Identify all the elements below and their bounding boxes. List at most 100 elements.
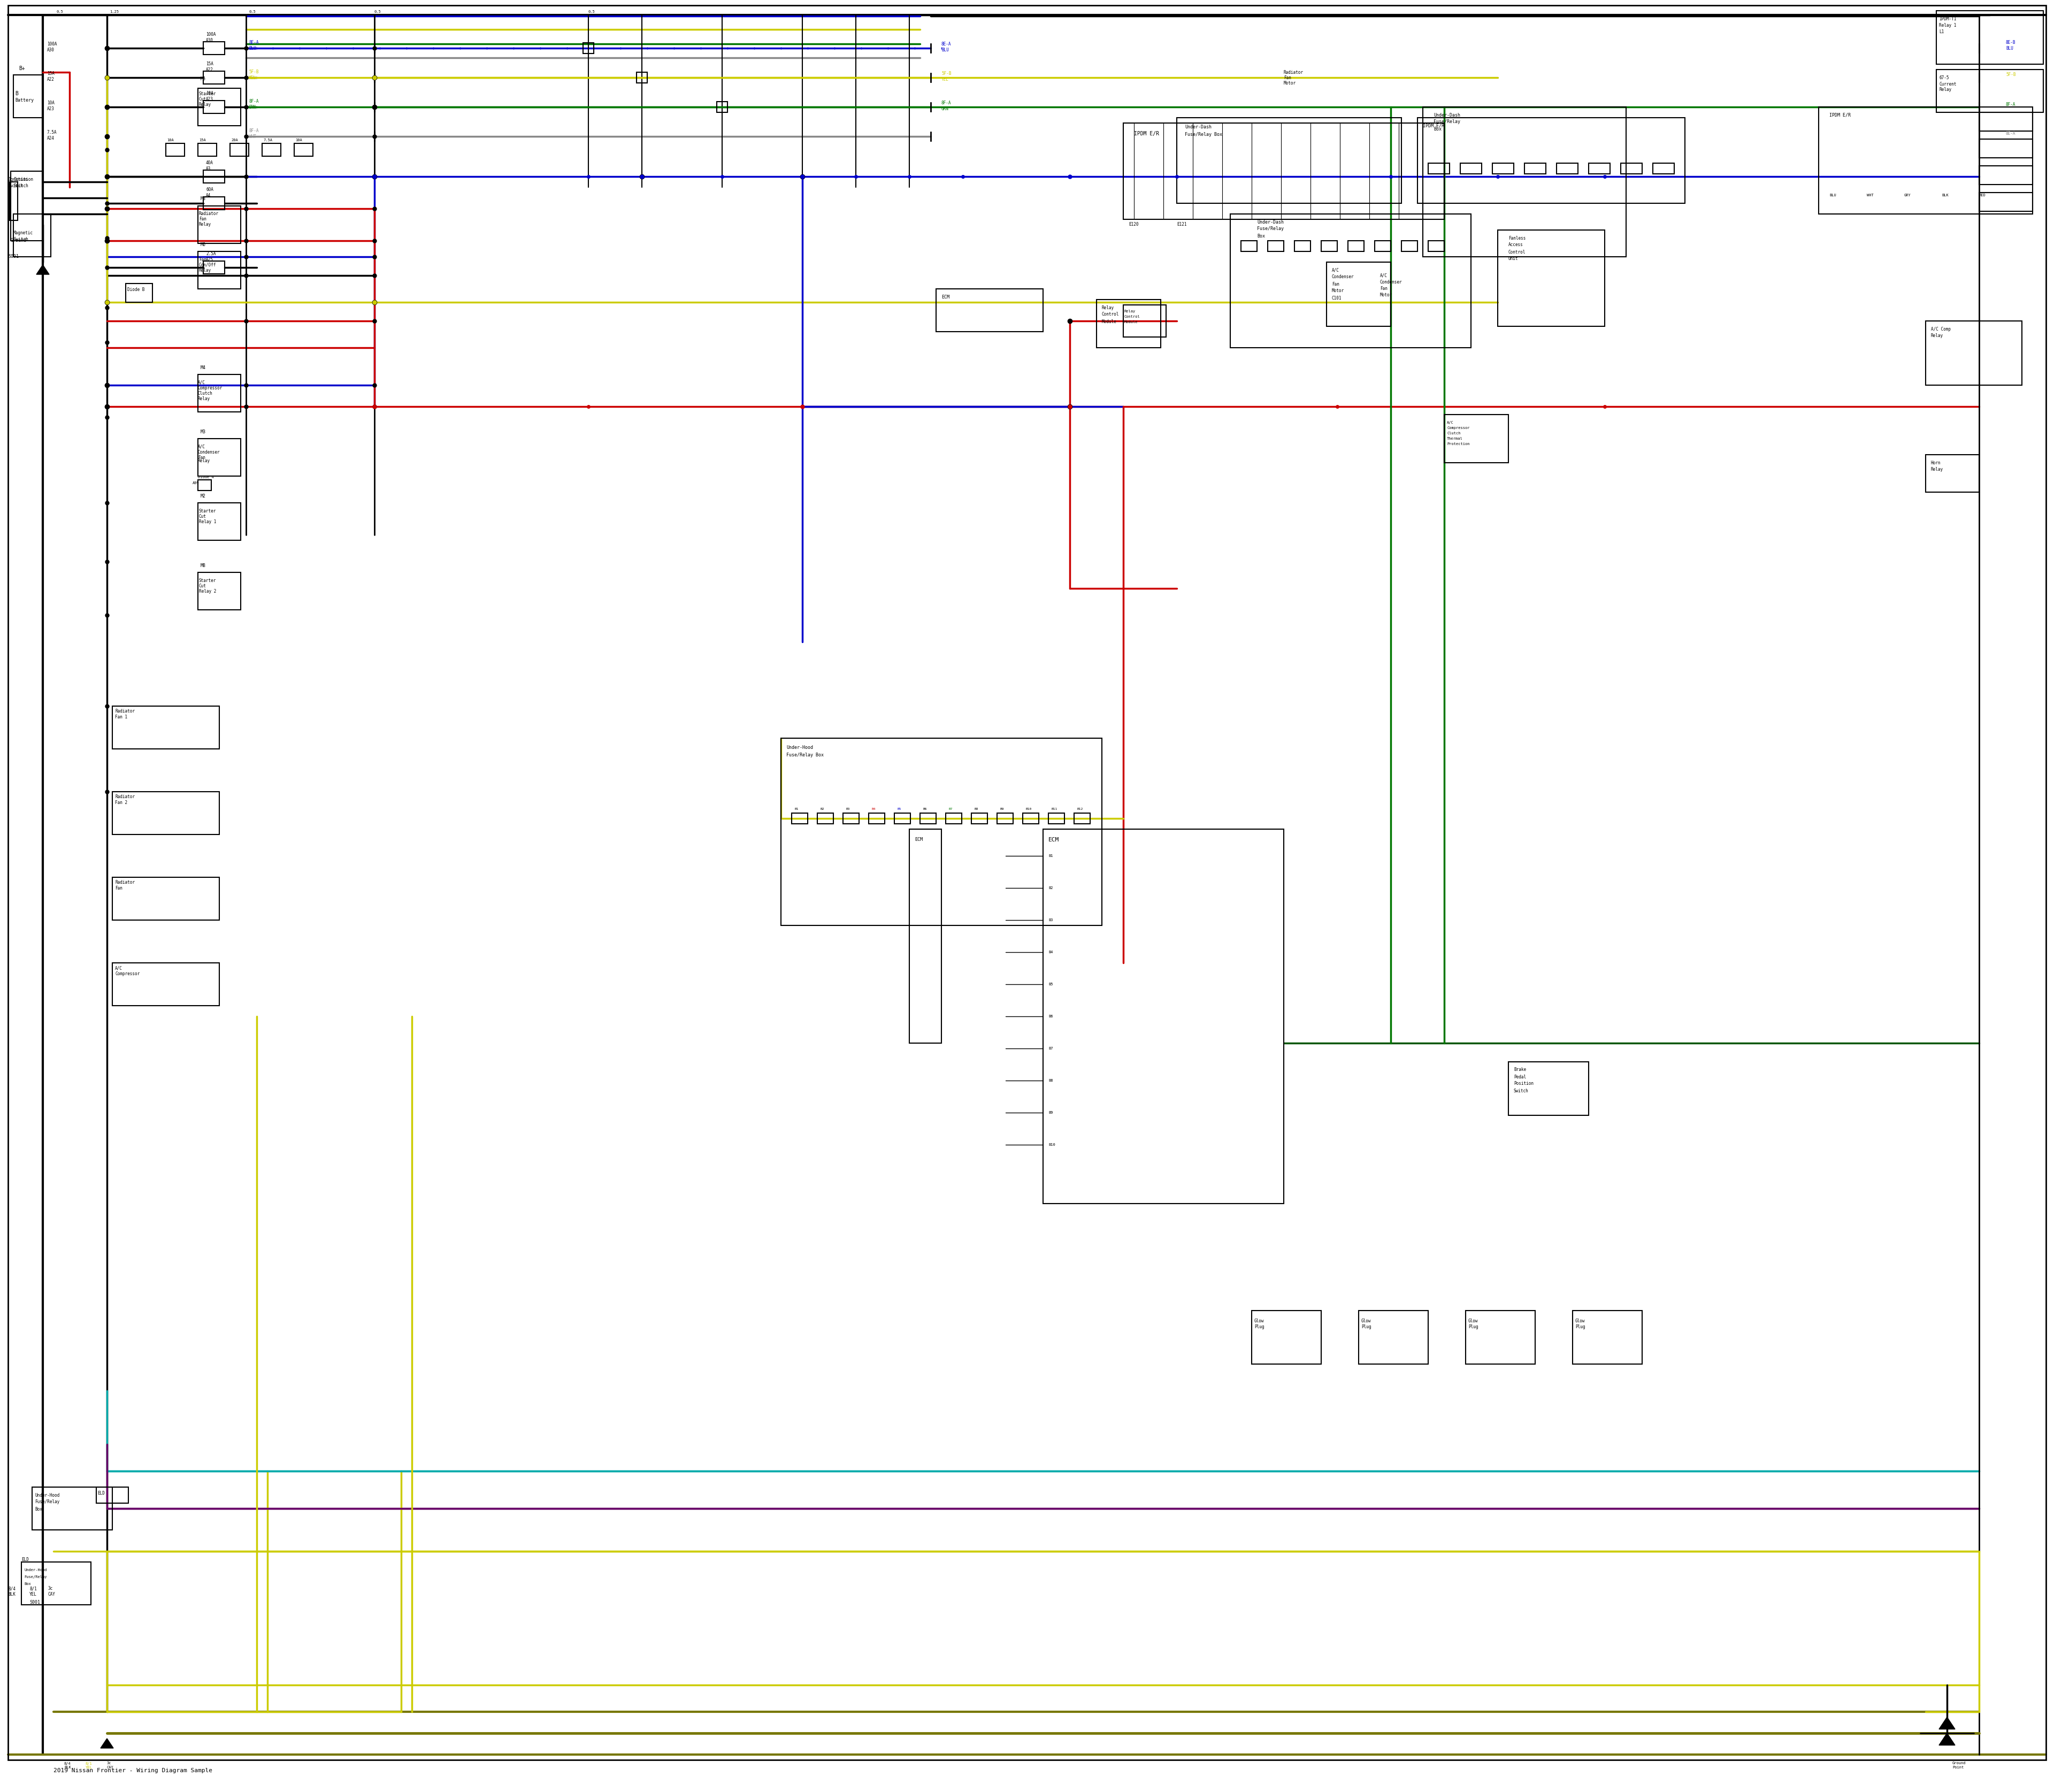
Text: Radiator: Radiator xyxy=(199,211,220,217)
Text: 20A: 20A xyxy=(230,138,238,142)
Text: 5F-B
YEL: 5F-B YEL xyxy=(249,70,259,81)
Text: 0.5: 0.5 xyxy=(374,11,382,13)
Text: B2: B2 xyxy=(820,808,824,810)
Bar xyxy=(203,197,224,210)
Bar xyxy=(1653,163,1674,174)
Bar xyxy=(97,1487,127,1503)
Text: 8E-B
BLU: 8E-B BLU xyxy=(2007,39,2015,50)
Text: A/C: A/C xyxy=(1380,272,1386,278)
Text: 7.5A
A24: 7.5A A24 xyxy=(47,131,58,140)
Text: Cut: Cut xyxy=(199,97,205,102)
Bar xyxy=(1230,213,1471,348)
Bar xyxy=(1508,1063,1588,1115)
Text: Brake: Brake xyxy=(1514,1068,1526,1072)
Text: E120: E120 xyxy=(1128,222,1138,228)
Polygon shape xyxy=(101,1738,113,1749)
Text: Box: Box xyxy=(1434,127,1442,131)
Bar xyxy=(1327,262,1391,326)
Text: Box: Box xyxy=(25,1582,31,1586)
Text: B5: B5 xyxy=(898,808,902,810)
Text: Cut: Cut xyxy=(199,584,205,588)
Bar xyxy=(113,878,220,919)
Bar xyxy=(920,814,937,824)
Text: 10A
A23: 10A A23 xyxy=(47,100,55,111)
Bar xyxy=(10,181,18,220)
Text: 7.5A: 7.5A xyxy=(263,138,273,142)
Text: Starter: Starter xyxy=(199,509,216,513)
Text: Glow
Plug: Glow Plug xyxy=(1575,1319,1586,1330)
Text: Radiator
Fan 2: Radiator Fan 2 xyxy=(115,794,136,805)
Text: ECM: ECM xyxy=(1048,837,1060,842)
Text: Relay 1: Relay 1 xyxy=(1939,23,1955,29)
Bar xyxy=(1423,108,1627,256)
Text: B10: B10 xyxy=(1048,1143,1056,1147)
Text: Relay: Relay xyxy=(1124,310,1136,314)
Bar xyxy=(1980,140,2033,158)
Bar xyxy=(1428,240,1444,251)
Text: 10A
A23: 10A A23 xyxy=(205,91,214,102)
Bar xyxy=(197,143,216,156)
Text: Fuse/Relay Box: Fuse/Relay Box xyxy=(1185,133,1222,138)
Text: Motor: Motor xyxy=(1380,292,1393,297)
Bar xyxy=(113,792,220,835)
Bar xyxy=(637,72,647,82)
Text: 3c
CAY: 3c CAY xyxy=(47,1586,55,1597)
Text: 67-5: 67-5 xyxy=(1939,75,1949,81)
Text: 8/1
YEL: 8/1 YEL xyxy=(86,1762,92,1769)
Text: Clutch: Clutch xyxy=(197,391,214,396)
Text: Control: Control xyxy=(1124,315,1140,319)
Text: Glow
Plug: Glow Plug xyxy=(1255,1319,1263,1330)
Text: Control: Control xyxy=(1508,249,1526,254)
Text: B2: B2 xyxy=(1048,887,1054,889)
Text: Box: Box xyxy=(35,1507,43,1511)
Bar xyxy=(1347,240,1364,251)
Bar xyxy=(1524,163,1547,174)
Text: Switch: Switch xyxy=(14,237,29,242)
Text: 5F-B: 5F-B xyxy=(2007,72,2015,77)
Bar xyxy=(1251,1310,1321,1364)
Text: A/C Comp: A/C Comp xyxy=(1931,326,1951,332)
Text: 8/4
BLK: 8/4 BLK xyxy=(64,1762,72,1769)
Text: Control: Control xyxy=(1101,312,1119,317)
Text: A/C: A/C xyxy=(1331,267,1339,272)
Text: Under-Hood: Under-Hood xyxy=(35,1493,60,1498)
Text: Diode B: Diode B xyxy=(127,287,144,292)
Text: Ignition: Ignition xyxy=(8,177,29,181)
Bar xyxy=(1267,240,1284,251)
Text: 100A
A30: 100A A30 xyxy=(47,41,58,52)
Text: Switch: Switch xyxy=(14,185,29,188)
Bar xyxy=(1124,305,1167,337)
Text: Fuse/Relay: Fuse/Relay xyxy=(1257,226,1284,231)
Bar xyxy=(197,572,240,609)
Text: A/C: A/C xyxy=(197,444,205,450)
Text: 60A
A4: 60A A4 xyxy=(205,188,214,197)
Text: Compressor: Compressor xyxy=(197,385,222,391)
Bar xyxy=(1467,1310,1534,1364)
Bar xyxy=(203,262,224,274)
Text: B12: B12 xyxy=(1076,808,1082,810)
Text: Radiator: Radiator xyxy=(1284,70,1304,75)
Bar xyxy=(197,439,240,477)
Text: Relay: Relay xyxy=(1101,305,1113,310)
Bar xyxy=(203,100,224,113)
Bar xyxy=(717,102,727,113)
Bar xyxy=(583,43,594,54)
Text: Condenser: Condenser xyxy=(1380,280,1403,285)
Bar xyxy=(166,143,185,156)
Bar xyxy=(1818,108,2033,213)
Text: Ignition: Ignition xyxy=(14,177,33,181)
Text: Fan: Fan xyxy=(199,217,205,222)
Bar xyxy=(1428,163,1450,174)
Text: 8F-A: 8F-A xyxy=(2007,102,2015,108)
Bar xyxy=(14,75,43,118)
Bar xyxy=(937,289,1043,332)
Bar xyxy=(1444,414,1508,462)
Text: Starter: Starter xyxy=(199,91,216,97)
Text: B8: B8 xyxy=(1048,1079,1054,1082)
Text: 2.5A
A25: 2.5A A25 xyxy=(205,251,216,262)
Text: Relay: Relay xyxy=(197,396,210,401)
Text: Compressor: Compressor xyxy=(1446,426,1469,430)
Bar xyxy=(817,814,834,824)
Text: M4: M4 xyxy=(201,366,205,371)
Bar xyxy=(1460,163,1481,174)
